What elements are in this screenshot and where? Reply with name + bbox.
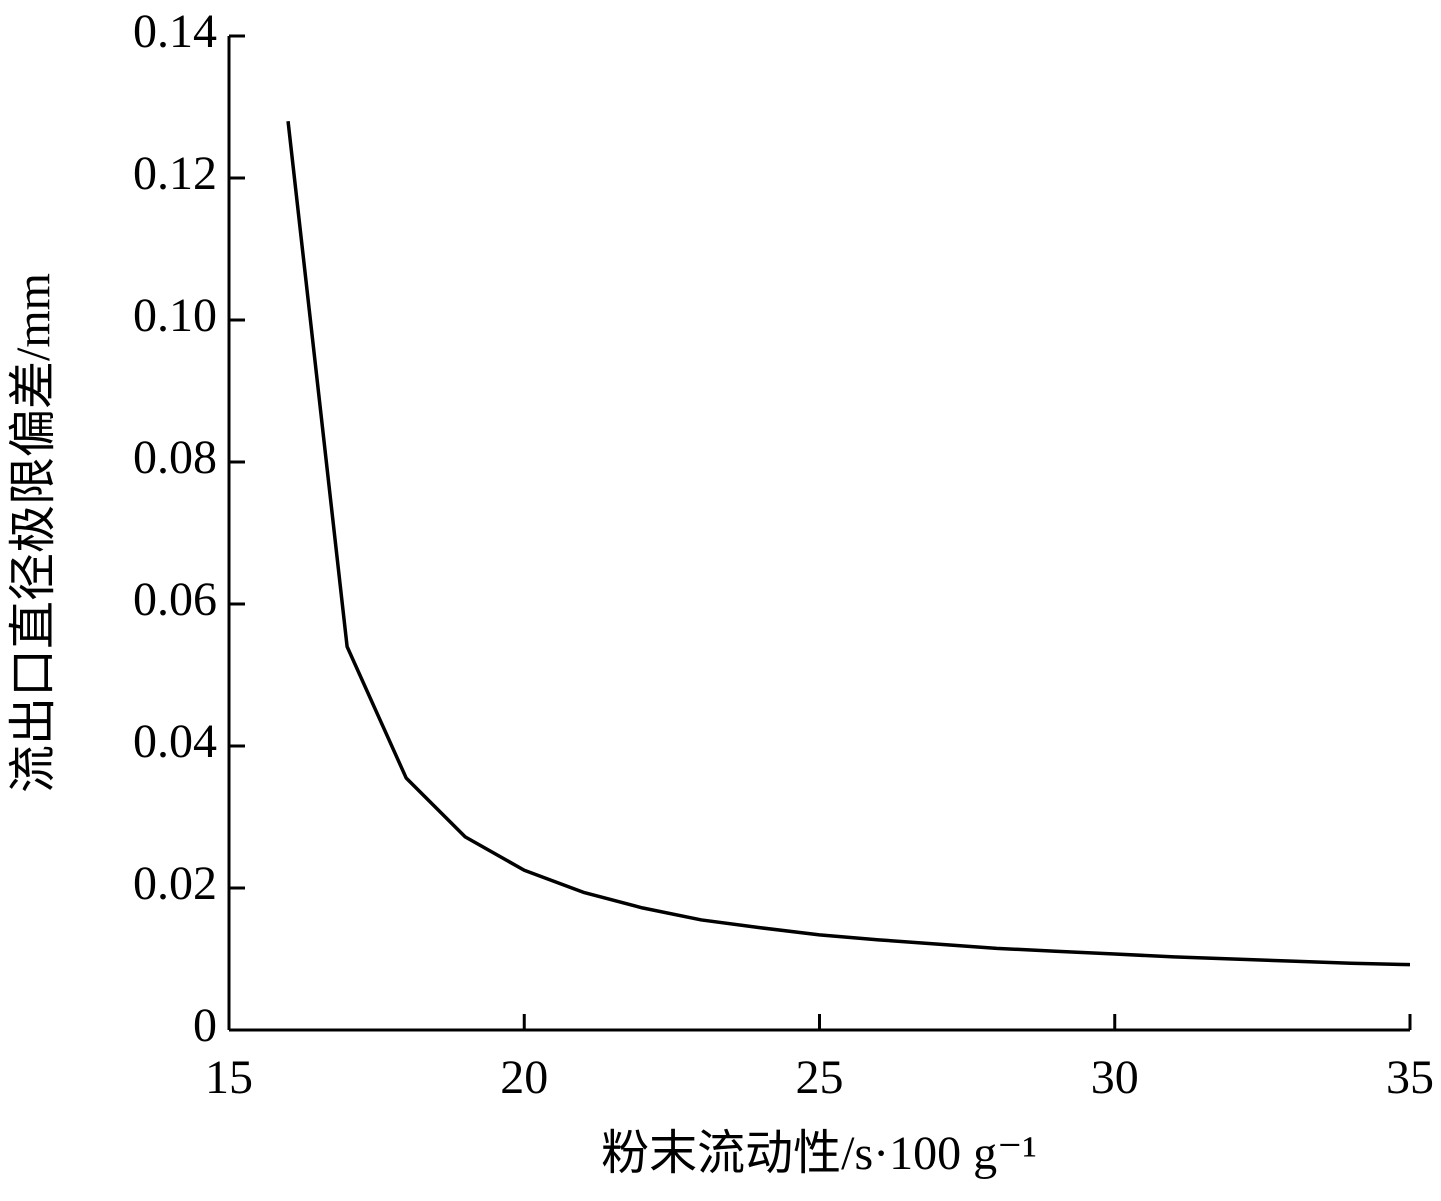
line (286, 121, 1411, 967)
y-tick-label: 0.04 (133, 715, 217, 768)
y-tick-label: 0.12 (133, 147, 217, 200)
y-axis-label: 流出口直径极限偏差/mm (7, 273, 60, 793)
y-tick-label: 0.02 (133, 857, 217, 910)
x-tick-label: 25 (796, 1051, 844, 1104)
y-tick-label: 0 (193, 999, 217, 1052)
x-tick-label: 20 (500, 1051, 548, 1104)
x-tick-label: 35 (1386, 1051, 1434, 1104)
y-tick-label: 0.08 (133, 431, 217, 484)
x-axis-label: 粉末流动性/s·100 g⁻¹ (601, 1127, 1037, 1180)
y-tick-label: 0.06 (133, 573, 217, 626)
x-tick-label: 15 (205, 1051, 253, 1104)
x-tick-label: 30 (1091, 1051, 1139, 1104)
y-tick-label: 0.14 (133, 5, 217, 58)
y-tick-label: 0.10 (133, 289, 217, 342)
